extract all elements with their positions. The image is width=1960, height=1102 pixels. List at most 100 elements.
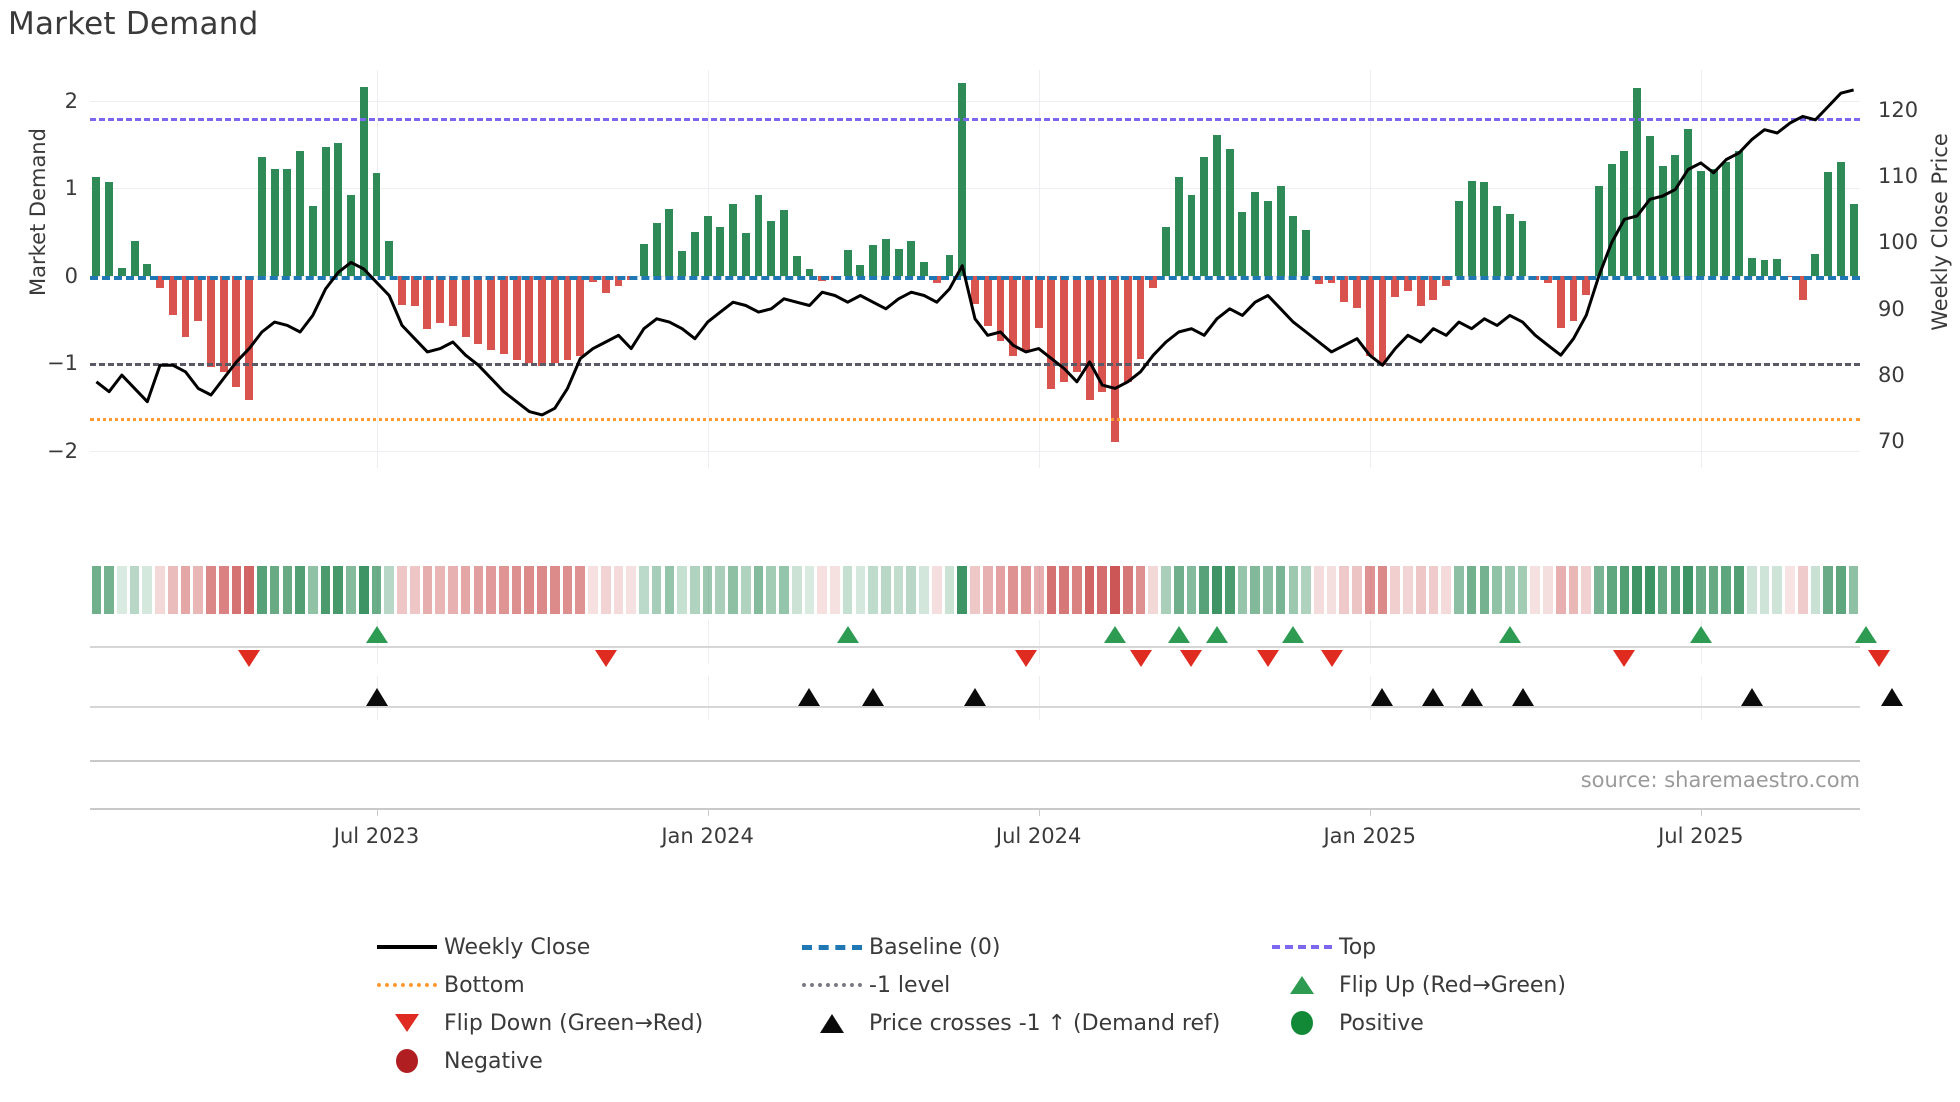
demand-bar [639, 244, 648, 276]
heatmap-cell [1275, 566, 1286, 614]
demand-bar [257, 156, 266, 276]
demand-bar [1378, 275, 1387, 365]
heatmap-cell [282, 566, 293, 614]
legend-item[interactable]: Top [1265, 928, 1665, 966]
heatmap-cell [1212, 566, 1222, 614]
demand-bar [1072, 275, 1081, 372]
x-axis-tick-label: Jul 2024 [995, 824, 1082, 848]
heatmap-cell [499, 566, 509, 614]
heatmap-cell [1479, 566, 1490, 614]
heatmap-cell [549, 566, 560, 614]
demand-bar [194, 275, 203, 322]
heatmap-cell [830, 566, 840, 614]
demand-bar [1212, 134, 1221, 276]
flip-down-marker [1014, 650, 1037, 667]
demand-bar [270, 168, 279, 276]
demand-bar [1391, 275, 1400, 298]
legend-glyph [795, 944, 869, 950]
heatmap-cell [766, 566, 777, 614]
heatmap-cell [1072, 566, 1082, 614]
demand-bar [703, 216, 712, 276]
x-gridline-segment [1369, 620, 1371, 664]
heatmap-cell [155, 566, 165, 614]
price-cross-marker [798, 688, 821, 706]
heatmap-cell [231, 566, 242, 614]
y-axis-right-tick: 100 [1878, 230, 1919, 255]
gridline [90, 100, 1860, 102]
heatmap-cell [511, 566, 522, 614]
heatmap-cell [1161, 566, 1171, 614]
heatmap-cell [1288, 566, 1299, 614]
weekly-close-line [95, 88, 1854, 417]
legend-item[interactable]: Flip Up (Red→Green) [1265, 966, 1665, 1004]
legend-item[interactable]: Negative [370, 1042, 795, 1080]
heatmap-cell [1836, 566, 1846, 614]
demand-bar [1582, 275, 1591, 295]
heatmap-cell [1364, 566, 1375, 614]
heatmap-cell [639, 566, 649, 614]
heatmap-cell [180, 566, 191, 614]
heatmap-cell [1708, 566, 1719, 614]
demand-bar [869, 244, 878, 276]
legend-label: Top [1339, 934, 1377, 960]
x-axis-tick-mark [1369, 808, 1371, 816]
flip-down-marker [1256, 650, 1279, 667]
flip-down-marker [1129, 650, 1152, 667]
demand-bar [1684, 129, 1693, 276]
heatmap-cell [1848, 566, 1859, 614]
flip-up-marker [1689, 626, 1712, 643]
heatmap-cell [486, 566, 496, 614]
flip-down-marker [1613, 650, 1636, 667]
legend-item[interactable]: -1 level [795, 966, 1265, 1004]
flip-up-marker [836, 626, 859, 643]
y-axis-left-label: Market Demand [26, 128, 50, 296]
x-axis-tick-mark [1038, 808, 1040, 816]
legend-glyph [1265, 945, 1339, 949]
heatmap-cell [1046, 566, 1057, 614]
flip-row-axis [90, 646, 1860, 648]
demand-bar [1149, 275, 1158, 288]
demand-bar [308, 205, 317, 276]
demand-bar [1454, 201, 1463, 276]
source-attribution: source: sharemaestro.com [1580, 768, 1860, 792]
heatmap-cell [575, 566, 586, 614]
demand-bar [652, 223, 661, 276]
legend-glyph [795, 1013, 869, 1033]
demand-bar [1404, 275, 1412, 292]
legend-item[interactable]: Flip Down (Green→Red) [370, 1004, 795, 1042]
heatmap-cell [358, 566, 369, 614]
demand-bar [1658, 166, 1667, 276]
flip-up-marker [1855, 626, 1878, 643]
heatmap-cell [1250, 566, 1260, 614]
demand-bar [1836, 161, 1845, 276]
legend-item[interactable]: Weekly Close [370, 928, 795, 966]
cross-row-axis [90, 706, 1860, 708]
flip-up-marker [1205, 626, 1228, 643]
demand-bar [1416, 275, 1425, 307]
heatmap-cell [473, 566, 484, 614]
demand-bar [1098, 275, 1107, 392]
dotted-line-icon [377, 983, 437, 987]
legend-item[interactable]: Positive [1265, 1004, 1665, 1042]
heatmap-cell [728, 566, 738, 614]
demand-bar [550, 275, 559, 364]
demand-bar [105, 181, 114, 276]
gridline [90, 188, 1860, 190]
heatmap-cell [1581, 566, 1592, 614]
heatmap-cell [1555, 566, 1566, 614]
heatmap-cell [1021, 566, 1031, 614]
heatmap-cell [1530, 566, 1541, 614]
legend-item[interactable]: Baseline (0) [795, 928, 1265, 966]
legend-item[interactable]: Price crosses -1 ↑ (Demand ref) [795, 1004, 1265, 1042]
heatmap-cell [218, 566, 229, 614]
circle-icon [396, 1049, 418, 1073]
demand-bar [1442, 275, 1451, 287]
heatmap-cell [868, 566, 878, 614]
legend-item[interactable]: Bottom [370, 966, 795, 1004]
demand-bar [729, 203, 737, 276]
heatmap-cell [944, 566, 955, 614]
demand-bar [1009, 275, 1018, 357]
demand-bar [843, 250, 852, 276]
legend-label: Bottom [444, 972, 525, 998]
